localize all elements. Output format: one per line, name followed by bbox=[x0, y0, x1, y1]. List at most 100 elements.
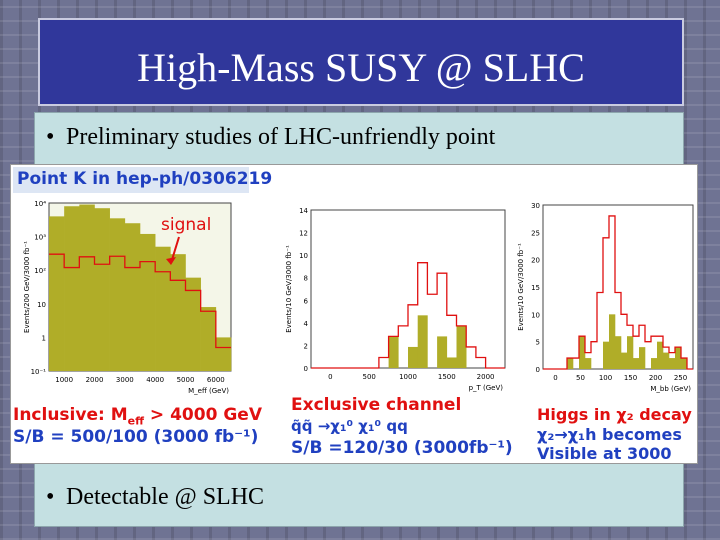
background-bar bbox=[579, 336, 586, 369]
x-tick-label: 0 bbox=[553, 374, 557, 382]
x-tick-label: 50 bbox=[576, 374, 585, 382]
y-tick-label: 30 bbox=[531, 202, 540, 210]
physics-figure: Point K in hep-ph/0306219 1000 2000 3000 40… bbox=[10, 164, 698, 464]
background-bar bbox=[651, 358, 658, 369]
exclusive-caption-2: q̃q̃ →χ₁⁰ χ₁⁰ qq bbox=[291, 417, 408, 435]
x-axis-label: p_T (GeV) bbox=[469, 384, 504, 392]
y-tick-label: 10 bbox=[37, 301, 46, 309]
x-tick-label: 6000 bbox=[207, 376, 225, 384]
background-bar bbox=[639, 347, 646, 369]
background-bar bbox=[609, 314, 616, 369]
higgs-caption-2: χ₂→χ₁h becomes bbox=[537, 425, 682, 444]
background-bar bbox=[585, 358, 592, 369]
title-box: High-Mass SUSY @ SLHC bbox=[38, 18, 684, 106]
signal-step-line bbox=[49, 253, 231, 349]
background-bar bbox=[603, 341, 610, 369]
background-bar bbox=[417, 315, 428, 368]
y-tick-label: 5 bbox=[536, 339, 540, 347]
y-tick-label: 2 bbox=[304, 342, 308, 350]
y-tick-label: 0 bbox=[304, 365, 308, 373]
exclusive-caption-3: S/B =120/30 (3000fb⁻¹) bbox=[291, 438, 513, 458]
inclusive-sub: eff bbox=[127, 414, 145, 428]
background-bar bbox=[94, 208, 110, 371]
signal-step-line bbox=[543, 215, 693, 370]
figure-header bbox=[13, 167, 249, 193]
background-bar bbox=[215, 337, 232, 371]
y-axis-label: Events/200 GeV/3000 fb⁻¹ bbox=[23, 241, 31, 333]
x-tick-label: 200 bbox=[649, 374, 662, 382]
x-tick-label: 1500 bbox=[438, 373, 456, 381]
inclusive-caption-1: Inclusive: Meff > 4000 GeV bbox=[13, 405, 262, 427]
x-tick-label: 1000 bbox=[399, 373, 417, 381]
background-bar bbox=[657, 341, 664, 369]
background-bar bbox=[446, 357, 457, 368]
y-tick-label: 10⁴ bbox=[34, 200, 46, 208]
background-bar bbox=[437, 336, 448, 368]
y-axis-label: Events/10 GeV/3000 fb⁻¹ bbox=[285, 245, 293, 333]
background-bar bbox=[633, 358, 640, 369]
bullet-dot: • bbox=[46, 124, 55, 150]
background-bar bbox=[681, 358, 688, 369]
y-tick-label: 10 bbox=[531, 311, 540, 319]
y-tick-label: 10 bbox=[299, 252, 308, 260]
background-bar bbox=[388, 336, 399, 368]
y-axis-label: Events/10 GeV/3000 fb⁻¹ bbox=[517, 243, 525, 331]
x-tick-label: 0 bbox=[328, 373, 332, 381]
inclusive-suffix: > 4000 GeV bbox=[144, 405, 262, 425]
background-bar bbox=[663, 352, 670, 369]
bullet-2: • Detectable @ SLHC bbox=[46, 484, 264, 511]
y-tick-label: 4 bbox=[304, 320, 309, 328]
higgs-caption-3: Visible at 3000 fb⁻¹ bbox=[537, 444, 672, 463]
y-tick-label: 0 bbox=[536, 366, 540, 374]
bullet-1: • Preliminary studies of LHC-unfriendly p… bbox=[46, 124, 495, 151]
background-bar bbox=[669, 358, 676, 369]
x-tick-label: 250 bbox=[674, 374, 687, 382]
y-tick-label: 10⁻¹ bbox=[31, 368, 47, 376]
y-tick-label: 15 bbox=[531, 284, 540, 292]
x-tick-label: 1000 bbox=[55, 376, 73, 384]
background-bar bbox=[124, 223, 141, 371]
background-bar bbox=[408, 346, 418, 368]
background-bar bbox=[200, 307, 217, 371]
y-tick-label: 12 bbox=[299, 230, 308, 238]
background-bar bbox=[79, 204, 95, 371]
background-bar bbox=[140, 233, 156, 371]
x-axis-label: M_eff (GeV) bbox=[188, 387, 229, 395]
slide-title: High-Mass SUSY @ SLHC bbox=[137, 45, 585, 90]
x-tick-label: 500 bbox=[363, 373, 376, 381]
background-bar bbox=[615, 336, 622, 369]
background-bar bbox=[456, 325, 467, 368]
background-bar bbox=[621, 352, 628, 369]
x-tick-label: 2000 bbox=[86, 376, 104, 384]
background-bar bbox=[109, 218, 126, 371]
higgs-caption-1: Higgs in χ₂ decay bbox=[537, 405, 692, 424]
y-tick-label: 14 bbox=[299, 207, 308, 215]
exclusive-caption-1: Exclusive channel bbox=[291, 395, 462, 415]
y-tick-label: 10² bbox=[34, 267, 46, 275]
background-bar bbox=[64, 206, 80, 371]
background-bar bbox=[185, 277, 201, 371]
x-tick-label: 4000 bbox=[146, 376, 164, 384]
y-tick-label: 25 bbox=[531, 229, 540, 237]
y-tick-label: 1 bbox=[42, 334, 46, 342]
x-tick-label: 150 bbox=[624, 374, 637, 382]
bullet-1-text: Preliminary studies of LHC-unfriendly po… bbox=[66, 124, 496, 150]
inclusive-prefix: Inclusive: M bbox=[13, 405, 128, 425]
x-tick-label: 5000 bbox=[177, 376, 195, 384]
y-tick-label: 8 bbox=[304, 275, 308, 283]
x-tick-label: 3000 bbox=[116, 376, 134, 384]
background-bar bbox=[155, 246, 171, 371]
x-tick-label: 100 bbox=[599, 374, 612, 382]
background-bar bbox=[627, 336, 634, 369]
x-tick-label: 2000 bbox=[477, 373, 495, 381]
bullet-2-text: Detectable @ SLHC bbox=[66, 484, 265, 510]
signal-arrowhead bbox=[166, 257, 176, 265]
y-tick-label: 6 bbox=[304, 297, 309, 305]
y-tick-label: 20 bbox=[531, 257, 540, 265]
inclusive-caption-2: S/B = 500/100 (3000 fb⁻¹) bbox=[13, 427, 259, 447]
plot-frame bbox=[310, 209, 506, 369]
y-tick-label: 10³ bbox=[34, 234, 46, 242]
x-axis-label: M_bb (GeV) bbox=[650, 385, 691, 393]
signal-label: signal bbox=[161, 215, 212, 235]
signal-step-line bbox=[311, 262, 505, 369]
